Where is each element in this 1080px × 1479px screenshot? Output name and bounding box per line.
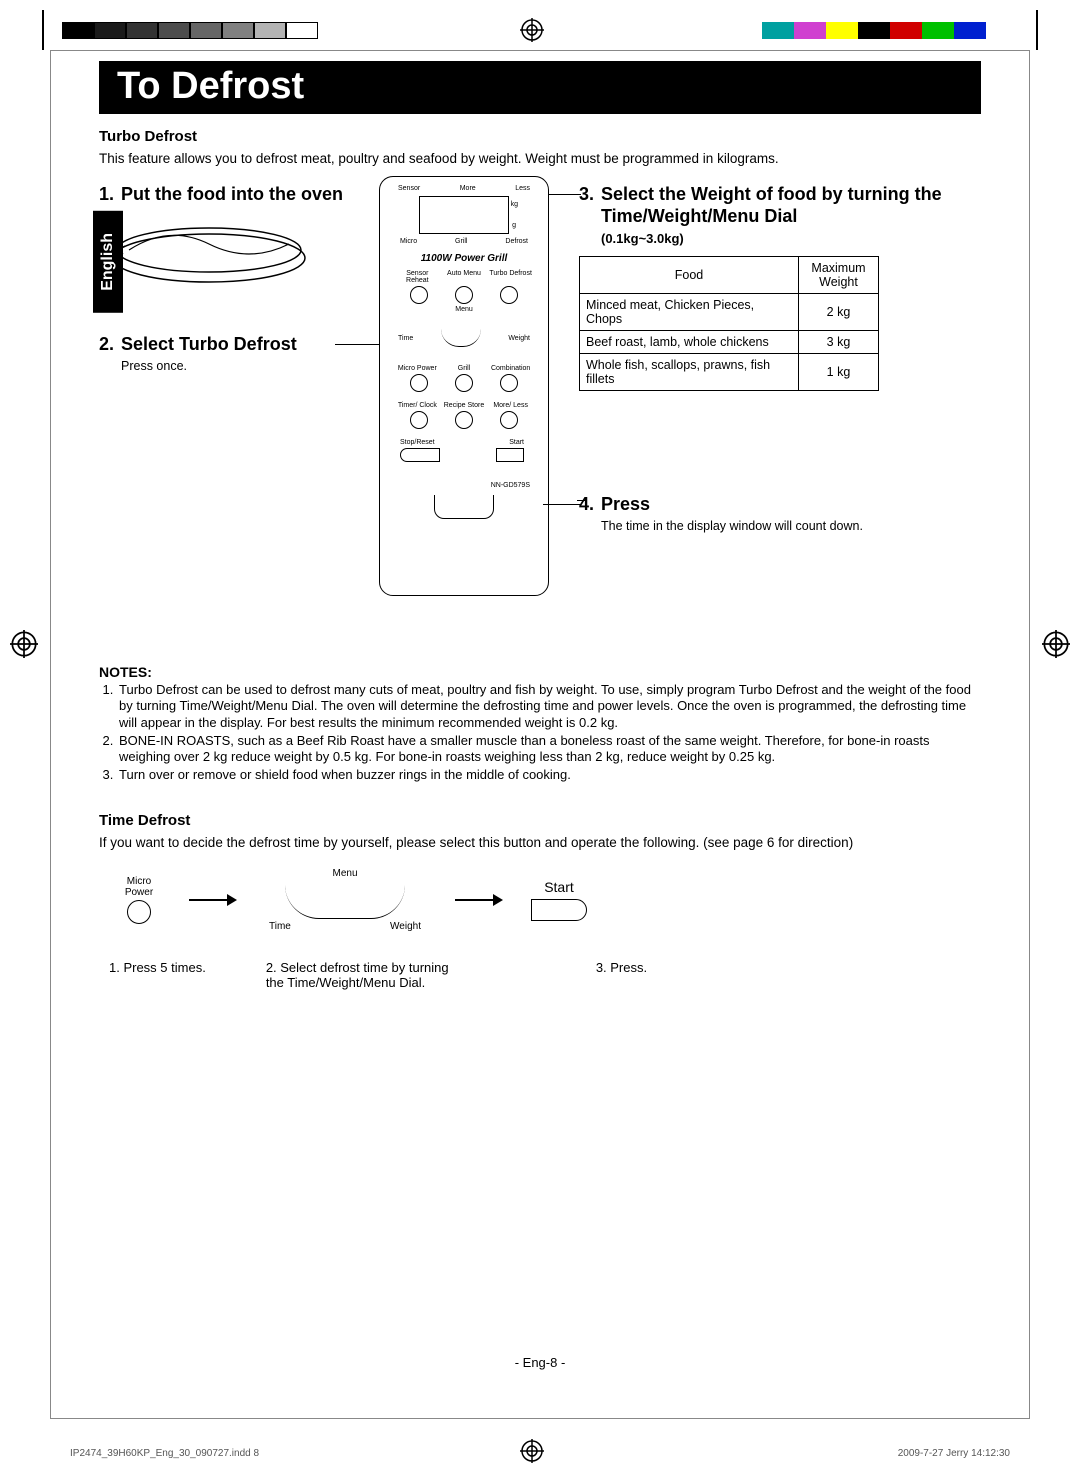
step-title: Select the Weight of food by turning the…	[601, 184, 949, 227]
page-title: To Defrost	[99, 61, 981, 114]
step-title: Select Turbo Defrost	[121, 334, 359, 356]
print-file-info: IP2474_39H60KP_Eng_30_090727.indd 8	[70, 1448, 259, 1459]
note-item: BONE-IN ROASTS, such as a Beef Rib Roast…	[117, 733, 981, 766]
recipe-store-button	[455, 411, 473, 429]
step-4: 4. Press The time in the display window …	[579, 494, 949, 534]
notes-section: NOTES: Turbo Defrost can be used to defr…	[99, 664, 981, 784]
weight-range: (0.1kg~3.0kg)	[601, 231, 949, 246]
registration-mark-icon	[10, 630, 38, 658]
food-weight-table: Food Maximum Weight Minced meat, Chicken…	[579, 256, 879, 391]
table-row: Beef roast, lamb, whole chickens 3 kg	[580, 331, 879, 354]
turbo-defrost-heading: Turbo Defrost	[99, 128, 981, 145]
time-defrost-intro: If you want to decide the defrost time b…	[99, 835, 981, 850]
step-number: 3.	[579, 184, 601, 227]
note-item: Turbo Defrost can be used to defrost man…	[117, 682, 981, 731]
step-note: The time in the display window will coun…	[601, 518, 949, 534]
step-number: 1.	[99, 184, 121, 206]
table-row: Minced meat, Chicken Pieces, Chops 2 kg	[580, 294, 879, 331]
micro-power-button	[410, 374, 428, 392]
time-defrost-step-2: 2. Select defrost time by turning the Ti…	[266, 960, 456, 990]
table-header-weight: Maximum Weight	[799, 257, 879, 294]
registration-mark-icon	[1042, 630, 1070, 658]
dial-icon	[441, 329, 481, 347]
step-number: 4.	[579, 494, 601, 516]
print-timestamp: 2009-7-27 Jerry 14:12:30	[898, 1448, 1010, 1459]
arrow-icon	[189, 899, 235, 901]
step-3: 3. Select the Weight of food by turning …	[579, 184, 949, 391]
print-registration-bar	[0, 10, 1080, 50]
step-title: Put the food into the oven	[121, 184, 359, 206]
combination-button	[500, 374, 518, 392]
turbo-defrost-button	[500, 286, 518, 304]
control-panel-illustration: Sensor More Less kg g Micro Grill Defros…	[379, 176, 549, 596]
oven-dish-icon	[109, 214, 309, 286]
registration-mark-icon	[520, 18, 544, 42]
timer-clock-button	[410, 411, 428, 429]
turbo-defrost-intro: This feature allows you to defrost meat,…	[99, 151, 981, 166]
note-item: Turn over or remove or shield food when …	[117, 767, 981, 783]
grill-button	[455, 374, 473, 392]
step-number: 2.	[99, 334, 121, 356]
notes-heading: NOTES:	[99, 664, 981, 680]
stop-reset-button	[400, 448, 440, 462]
table-header-food: Food	[580, 257, 799, 294]
registration-mark-icon	[520, 1439, 544, 1463]
arrow-icon	[455, 899, 501, 901]
page-frame: To Defrost Turbo Defrost This feature al…	[50, 50, 1030, 1419]
start-button	[496, 448, 524, 462]
step-1: 1. Put the food into the oven	[99, 184, 359, 291]
start-button-icon: Start	[531, 879, 587, 921]
step-title: Press	[601, 494, 949, 516]
micro-power-icon: MicroPower	[119, 876, 159, 924]
auto-menu-button	[455, 286, 473, 304]
step-2: 2. Select Turbo Defrost Press once.	[99, 334, 359, 374]
page-number: - Eng-8 -	[99, 1355, 981, 1370]
time-defrost-step-1: 1. Press 5 times.	[109, 960, 206, 990]
time-defrost-section: Time Defrost If you want to decide the d…	[99, 812, 981, 990]
dial-icon: Menu Time Weight	[265, 868, 425, 932]
table-row: Whole fish, scallops, prawns, fish fille…	[580, 354, 879, 391]
time-defrost-step-3: 3. Press.	[596, 960, 647, 990]
time-defrost-heading: Time Defrost	[99, 812, 981, 829]
step-note: Press once.	[121, 358, 359, 374]
more-less-button	[500, 411, 518, 429]
sensor-reheat-button	[410, 286, 428, 304]
